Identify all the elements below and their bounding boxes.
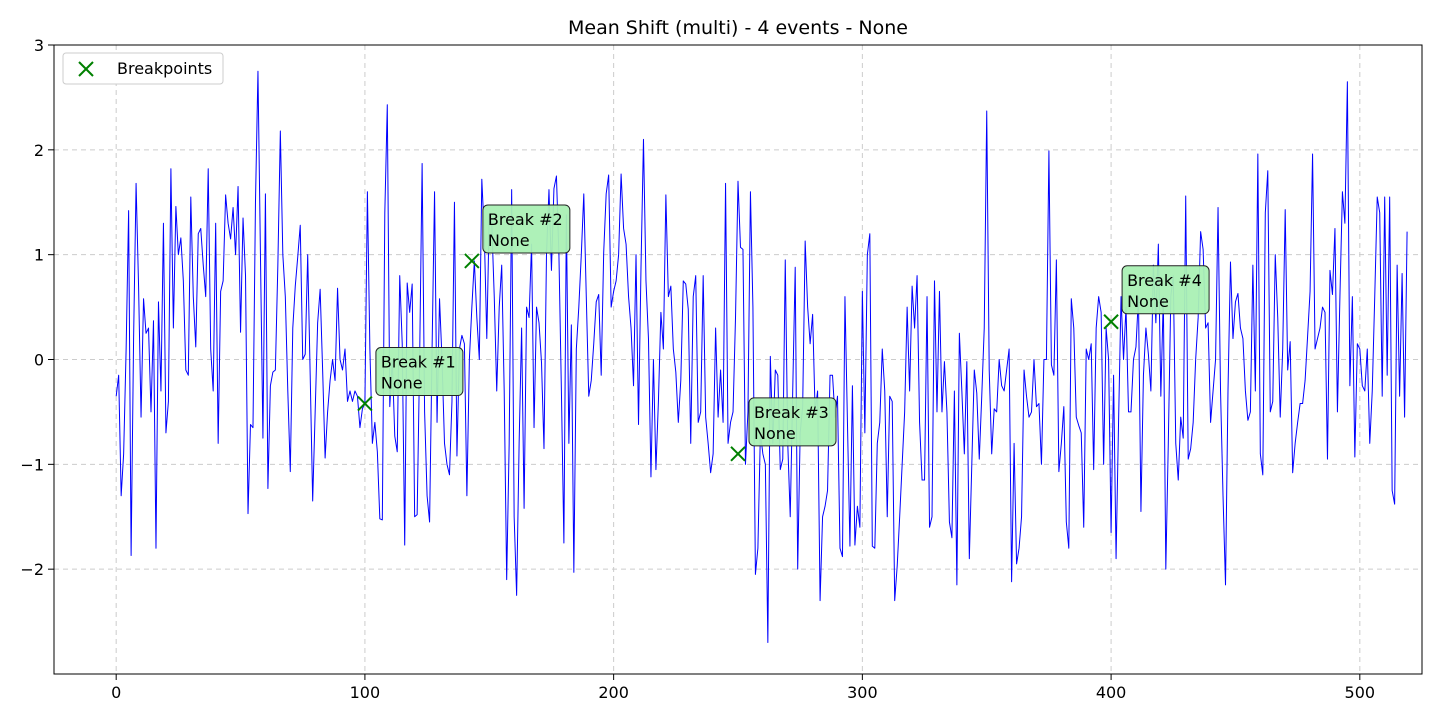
x-tick-label: 0 <box>111 683 121 702</box>
breakpoint-annotation-box-3 <box>748 397 837 447</box>
breakpoint-marker-1 <box>357 395 373 412</box>
legend-breakpoint-marker <box>78 61 94 77</box>
breakpoint-marker-4 <box>1103 314 1119 330</box>
breakpoint-annotation-value-2: None <box>488 231 530 250</box>
breakpoint-annotation-box-2 <box>482 204 571 254</box>
breakpoint-annotation-value-4: None <box>1127 292 1169 311</box>
x-tick-label: 300 <box>847 683 878 702</box>
x-tick-label: 400 <box>1096 683 1127 702</box>
breakpoint-annotation-title-3: Break #3 <box>754 403 829 422</box>
breakpoint-annotation-box-1 <box>375 347 464 397</box>
breakpoint-marker-stroke <box>1103 314 1119 330</box>
breakpoint-annotation-title-4: Break #4 <box>1127 271 1202 290</box>
breakpoint-marker-stroke <box>357 395 373 412</box>
y-tick-label: 3 <box>34 36 44 55</box>
x-tick-label: 500 <box>1345 683 1376 702</box>
y-tick-label: 1 <box>34 246 44 265</box>
breakpoint-annotation-value-3: None <box>754 424 796 443</box>
x-tick-label: 100 <box>350 683 381 702</box>
breakpoint-marker-2 <box>464 253 480 269</box>
y-tick-label: 2 <box>34 141 44 160</box>
breakpoint-marker-stroke <box>464 253 480 269</box>
breakpoint-annotation-value-1: None <box>381 374 423 393</box>
breakpoint-annotation-title-2: Break #2 <box>488 210 563 229</box>
legend: Breakpoints <box>62 52 224 85</box>
breakpoint-annotations: Break #1 None Break #2 None Break #3 None Brea… <box>375 204 1210 447</box>
chart-title: Mean Shift (multi) - 4 events - None <box>568 17 908 39</box>
y-tick-label: −2 <box>20 560 44 579</box>
tick-layer: 0 100 200 300 400 500 −2 −1 0 1 2 3 <box>20 36 1375 702</box>
breakpoint-annotation-box-4 <box>1121 265 1210 315</box>
y-tick-label: −1 <box>20 455 44 474</box>
breakpoint-marker-stroke <box>730 446 746 462</box>
x-tick-label: 200 <box>598 683 629 702</box>
breakpoint-marker-3 <box>730 446 746 462</box>
legend-box <box>62 52 224 85</box>
legend-label-breakpoints: Breakpoints <box>117 59 212 78</box>
breakpoint-annotation-title-1: Break #1 <box>381 353 456 372</box>
y-tick-label: 0 <box>34 351 44 370</box>
breakpoint-markers <box>357 253 1119 462</box>
